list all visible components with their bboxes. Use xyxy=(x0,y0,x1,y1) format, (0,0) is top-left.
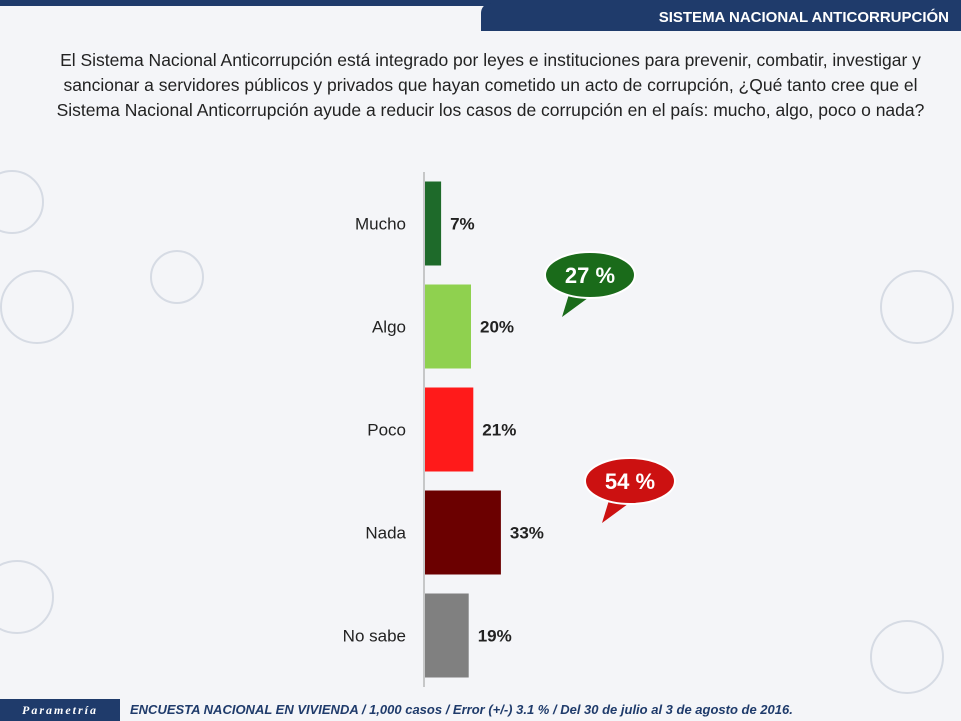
category-label: Poco xyxy=(367,421,406,440)
bar-chart: Mucho 7% Algo 20% Poco 21% Nada 33% No sabe 19% 27… xyxy=(343,172,676,687)
category-label: Algo xyxy=(372,318,406,337)
bar-poco xyxy=(425,387,474,472)
total-bubble: 27 % xyxy=(544,251,636,317)
bar-algo xyxy=(425,284,471,369)
bar-nada xyxy=(425,490,501,575)
value-label: 33% xyxy=(510,524,544,543)
decor-circle xyxy=(150,250,204,304)
category-label: Mucho xyxy=(355,215,406,234)
decor-circle xyxy=(870,620,944,694)
decor-circle xyxy=(0,270,74,344)
category-label: Nada xyxy=(365,524,406,543)
total-label: 27 % xyxy=(565,263,615,288)
top-bar xyxy=(0,0,961,6)
total-label: 54 % xyxy=(605,469,655,494)
decor-circle xyxy=(880,270,954,344)
value-label: 21% xyxy=(482,421,516,440)
category-label: No sabe xyxy=(343,627,406,646)
footer-note: ENCUESTA NACIONAL EN VIVIENDA / 1,000 ca… xyxy=(130,702,793,717)
value-label: 7% xyxy=(450,215,475,234)
brand-logo: Parametría xyxy=(0,699,120,721)
survey-question: El Sistema Nacional Anticorrupción está … xyxy=(56,50,925,120)
bar-no-sabe xyxy=(425,593,469,678)
section-title: SISTEMA NACIONAL ANTICORRUPCIÓN xyxy=(481,3,961,31)
bar-mucho xyxy=(425,181,442,266)
total-bubble: 54 % xyxy=(584,457,676,523)
value-label: 19% xyxy=(478,627,512,646)
value-label: 20% xyxy=(480,318,514,337)
